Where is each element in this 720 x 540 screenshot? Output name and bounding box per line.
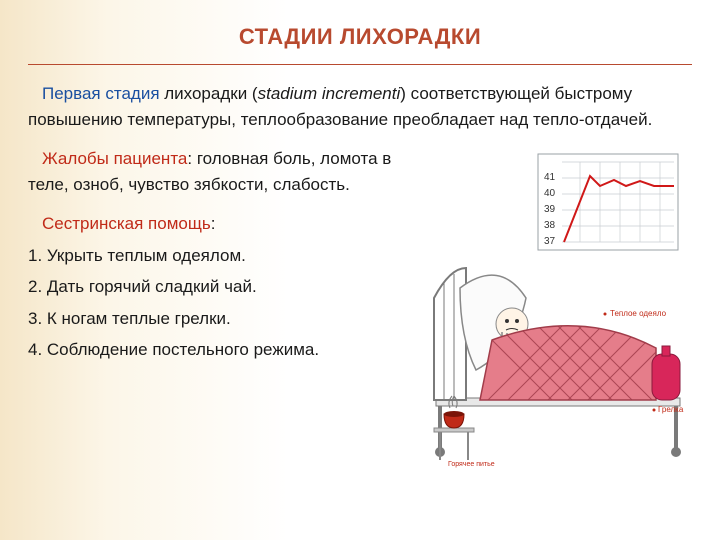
- latin-term: stadium incrementi: [258, 84, 401, 103]
- paragraph-complaints: Жалобы пациента: головная боль, ломота в…: [28, 146, 418, 197]
- page-title: СТАДИИ ЛИХОРАДКИ: [0, 0, 720, 50]
- list-item: 4. Соблюдение постельного режима.: [28, 337, 418, 363]
- ylabel: 39: [544, 204, 556, 215]
- nursing-heading: Сестринская помощь:: [28, 211, 418, 237]
- ylabel: 40: [544, 188, 556, 199]
- ylabel: 41: [544, 172, 556, 183]
- nursing-colon: :: [211, 214, 216, 233]
- label-bottle: Грелка: [658, 405, 684, 414]
- label-cup: Горячее питье: [448, 461, 495, 468]
- illustration: 41 40 39 38 37: [430, 148, 686, 468]
- list-item: 1. Укрыть теплым одеялом.: [28, 243, 418, 269]
- ylabel: 37: [544, 236, 556, 247]
- ylabel: 38: [544, 220, 556, 231]
- complaints-label: Жалобы пациента: [42, 149, 187, 168]
- list-item: 2. Дать горячий сладкий чай.: [28, 274, 418, 300]
- nursing-label: Сестринская помощь: [42, 214, 211, 233]
- label-blanket: Теплое одеяло: [610, 309, 667, 318]
- temperature-chart: 41 40 39 38 37: [538, 154, 678, 250]
- intro-after-lead: лихорадки (: [160, 84, 258, 103]
- left-text-column: Жалобы пациента: головная боль, ломота в…: [28, 146, 418, 363]
- stage-name: Первая стадия: [42, 84, 160, 103]
- paragraph-intro: Первая стадия лихорадки (stadium increme…: [28, 81, 692, 132]
- title-underline: [28, 64, 692, 65]
- list-item: 3. К ногам теплые грелки.: [28, 306, 418, 332]
